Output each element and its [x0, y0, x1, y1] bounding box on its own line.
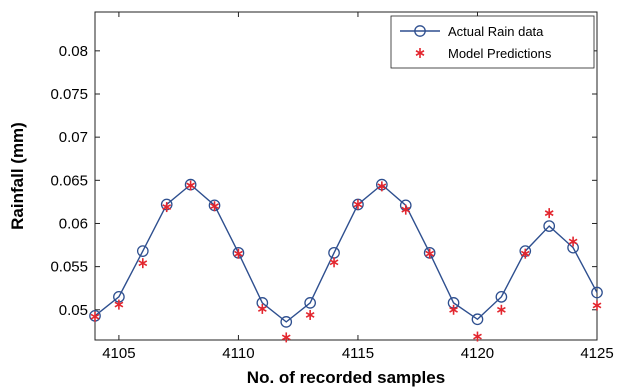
x-tick-label: 4105	[102, 345, 135, 362]
prediction-point	[329, 257, 339, 268]
actual-rain-point	[591, 286, 603, 299]
prediction-point	[257, 303, 267, 314]
prediction-point	[138, 258, 148, 269]
legend-box	[390, 15, 595, 69]
actual-rain-point	[136, 245, 149, 257]
actual-rain-point	[304, 297, 316, 309]
prediction-point	[114, 299, 124, 310]
y-tick-label: 0.065	[50, 172, 88, 189]
actual-rain-point	[543, 220, 556, 232]
prediction-point	[568, 236, 578, 247]
prediction-point	[305, 309, 315, 320]
prediction-point	[186, 180, 196, 191]
y-tick-label: 0.075	[50, 86, 88, 103]
prediction-point	[592, 300, 602, 311]
prediction-point	[90, 311, 100, 322]
y-tick-label: 0.06	[59, 215, 88, 232]
prediction-point	[544, 208, 554, 219]
legend-label-actual: Actual Rain data	[448, 24, 544, 39]
series-lines	[94, 183, 598, 323]
x-tick-label: 4115	[342, 345, 374, 362]
prediction-point	[496, 304, 506, 315]
y-tick-label: 0.05	[59, 302, 88, 319]
legend-label-predictions: Model Predictions	[448, 46, 552, 61]
y-tick-label: 0.055	[50, 259, 88, 276]
actual-rain-point	[471, 313, 484, 326]
prediction-point	[234, 248, 243, 259]
prediction-point	[353, 199, 363, 210]
x-tick-label: 4125	[580, 345, 613, 362]
y-axis-ticks: 0.05 0.055 0.06 0.065 0.07 0.075 0.08	[50, 43, 597, 319]
prediction-point	[425, 248, 435, 259]
actual-rain-point	[280, 316, 293, 328]
y-tick-label: 0.08	[59, 43, 88, 60]
legend-marker-actual	[414, 25, 426, 37]
legend-marker-predictions	[415, 48, 425, 58]
x-axis-label: No. of recorded samples	[247, 368, 445, 387]
prediction-point	[449, 304, 458, 315]
legend: Actual Rain data Model Predictions	[390, 15, 595, 69]
prediction-point	[162, 202, 172, 213]
prediction-point	[520, 248, 530, 259]
y-tick-label: 0.07	[59, 129, 88, 146]
actual-rain-point	[495, 290, 508, 303]
x-axis-ticks: 4105 4110 4115 4120 4125	[102, 12, 614, 362]
x-tick-label: 4120	[461, 345, 494, 362]
prediction-point	[473, 331, 482, 342]
actual-rain-point	[352, 198, 364, 211]
prediction-point	[377, 181, 387, 192]
actual-rain-line	[94, 183, 598, 323]
series-markers	[89, 178, 603, 343]
prediction-point	[401, 204, 411, 215]
prediction-point	[281, 332, 291, 343]
y-axis-label: Rainfall (mm)	[8, 122, 27, 230]
prediction-point	[210, 201, 219, 212]
x-tick-label: 4110	[222, 345, 254, 362]
